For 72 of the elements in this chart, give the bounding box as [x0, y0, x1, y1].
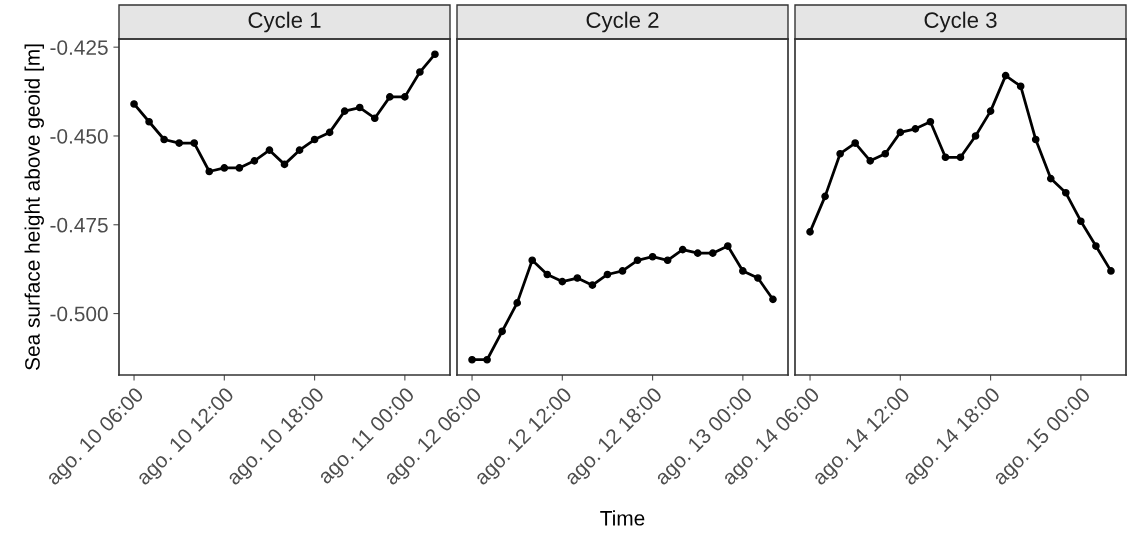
y-tick-label: -0.450 — [50, 128, 108, 144]
point — [708, 249, 717, 257]
point — [355, 103, 364, 112]
x-axis-title: Time — [600, 510, 645, 526]
chart-title: Cycle 3 — [924, 11, 997, 33]
point — [265, 146, 274, 154]
point — [340, 107, 349, 115]
point — [235, 164, 244, 172]
point — [693, 249, 702, 257]
point — [754, 274, 762, 282]
point — [739, 267, 747, 275]
point — [558, 277, 567, 286]
point — [911, 125, 920, 133]
point — [1001, 71, 1010, 80]
point — [1046, 174, 1055, 183]
point — [851, 139, 860, 147]
point — [1061, 188, 1070, 197]
point — [1031, 135, 1040, 144]
point — [310, 135, 319, 144]
point — [648, 252, 657, 261]
point — [483, 355, 491, 364]
point — [145, 117, 153, 126]
point — [370, 114, 379, 123]
point — [723, 242, 732, 250]
point — [295, 146, 304, 154]
point — [543, 270, 552, 279]
chart-title: Cycle 2 — [586, 11, 659, 33]
point — [1077, 217, 1085, 226]
y-tick-label: -0.475 — [50, 217, 108, 233]
point — [1016, 82, 1025, 91]
y-tick-label: -0.500 — [50, 306, 108, 322]
point — [986, 107, 995, 115]
y-tick-label: -0.425 — [50, 40, 108, 55]
point — [160, 135, 168, 144]
point — [573, 274, 582, 282]
point — [431, 50, 439, 59]
point — [881, 149, 890, 158]
point — [401, 93, 409, 101]
point — [678, 245, 687, 254]
point — [956, 153, 965, 162]
point — [618, 267, 627, 275]
point — [866, 157, 875, 165]
point — [821, 192, 829, 201]
point — [416, 68, 424, 76]
point — [385, 93, 394, 101]
point — [250, 157, 259, 165]
point — [1092, 242, 1100, 250]
chart-title: Cycle 1 — [248, 11, 321, 33]
point — [325, 128, 334, 137]
point — [836, 149, 844, 158]
point — [806, 228, 814, 236]
point — [633, 256, 642, 265]
point — [528, 256, 537, 265]
point — [663, 256, 672, 265]
point — [941, 153, 950, 162]
point — [769, 295, 777, 304]
y-axis-title: Sea surface height above geoid [m] — [24, 44, 44, 370]
point — [971, 132, 980, 140]
point — [513, 299, 522, 307]
point — [130, 100, 138, 108]
point — [926, 117, 935, 126]
point — [220, 164, 229, 172]
point — [205, 167, 214, 176]
point — [498, 327, 506, 336]
point — [280, 160, 289, 169]
point — [588, 281, 597, 289]
point — [603, 270, 612, 279]
point — [1107, 267, 1115, 275]
point — [175, 139, 184, 147]
point — [896, 128, 905, 137]
point — [190, 139, 199, 147]
point — [468, 355, 476, 364]
